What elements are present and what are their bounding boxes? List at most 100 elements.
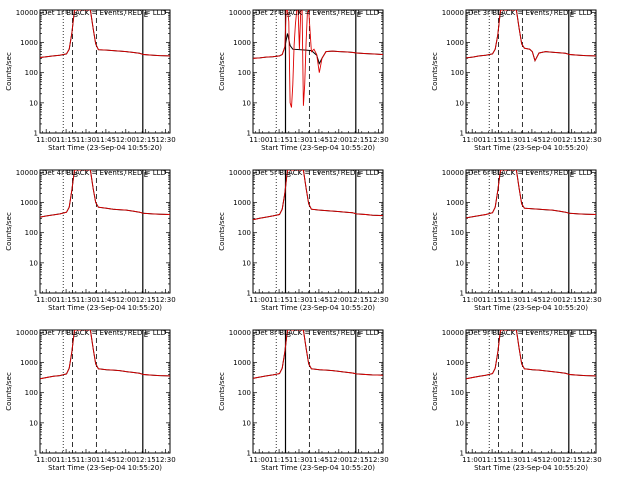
x-tick-label: 12:30 [581,296,601,304]
y-tick-label: 10000 [229,9,251,17]
y-tick-label: 10 [242,259,251,267]
time-marker-label: S [500,171,505,179]
y-tick-label: 1 [247,450,251,458]
detector-panel: 1 10 100 1000 10000 11:00 11:15 11:30 11:45 12:00… [431,169,602,312]
y-tick-label: 10 [29,99,38,107]
events-series-line [253,33,383,65]
y-tick-label: 10 [455,99,464,107]
lld-series-line [466,330,596,380]
x-tick-label: 11:15 [56,456,76,464]
y-tick-label: 1 [460,450,464,458]
panel-title: Det 9r BLACK = Events, RED = LLD [468,329,592,337]
x-tick-label: 12:00 [329,456,349,464]
events-series-line [466,330,596,380]
y-tick-label: 1000 [233,39,251,47]
y-tick-label: 10000 [229,329,251,337]
time-marker-label: S [287,171,292,179]
y-tick-label: 100 [451,229,464,237]
time-marker-label: E [357,171,361,179]
y-tick-label: 1000 [446,199,464,207]
y-tick-label: 100 [451,389,464,397]
x-tick-label: 12:15 [562,296,582,304]
x-axis-label: Start Time (23-Sep-04 10:55:20) [474,144,588,152]
lld-series-line [40,10,170,58]
time-marker-label: S [74,331,79,339]
y-tick-label: 1 [247,130,251,138]
y-tick-label: 10 [455,419,464,427]
events-series-line [253,170,383,221]
x-tick-label: 11:15 [269,296,289,304]
x-tick-label: 11:00 [462,136,482,144]
x-tick-label: 11:45 [522,456,542,464]
lld-series-line [253,10,383,108]
y-tick-label: 10000 [442,9,464,17]
series-group [466,10,596,63]
y-axis-label: Counts/sec [5,212,13,251]
y-tick-label: 10000 [16,169,38,177]
x-tick-label: 12:30 [368,456,388,464]
x-axis-label: Start Time (23-Sep-04 10:55:20) [261,304,375,312]
x-tick-label: 12:00 [542,136,562,144]
x-tick-label: 11:15 [269,456,289,464]
x-tick-label: 12:30 [368,136,388,144]
y-tick-label: 1 [34,450,38,458]
y-tick-label: 1 [34,290,38,298]
x-tick-label: 11:45 [309,136,329,144]
y-tick-label: 1000 [20,199,38,207]
detector-panel: 1 10 100 1000 10000 11:00 11:15 11:30 11:45 12:00… [218,169,389,312]
panel-title: Det 6r BLACK = Events, RED = LLD [468,169,592,177]
y-tick-label: 10 [29,259,38,267]
lld-series-line [466,10,596,62]
x-tick-label: 11:15 [482,136,502,144]
time-marker-label: E [357,11,361,19]
x-tick-label: 11:45 [96,456,116,464]
y-tick-label: 100 [25,229,38,237]
y-tick-label: 10 [242,99,251,107]
y-tick-label: 10000 [16,329,38,337]
x-tick-label: 12:15 [349,136,369,144]
x-tick-label: 11:00 [36,296,56,304]
y-tick-label: 1 [34,130,38,138]
x-tick-label: 12:00 [542,296,562,304]
x-tick-label: 11:45 [309,296,329,304]
x-tick-label: 11:00 [462,296,482,304]
panel-title: Det 2r BLACK = Events, RED = LLD [255,9,379,17]
y-tick-label: 10000 [442,169,464,177]
lld-series-line [253,330,383,379]
detector-panel: 1 10 100 1000 10000 11:00 11:15 11:30 11:45 12:00… [5,169,176,312]
time-marker-label: S [287,11,292,19]
events-series-line [40,330,170,380]
series-group [253,330,383,379]
time-marker-label: E [570,171,574,179]
y-tick-label: 10 [242,419,251,427]
y-tick-label: 1 [460,290,464,298]
x-tick-label: 12:15 [349,456,369,464]
x-tick-label: 11:30 [76,296,96,304]
y-tick-label: 10 [29,419,38,427]
time-marker-label: S [500,331,505,339]
x-tick-label: 11:15 [269,136,289,144]
y-axis-label: Counts/sec [431,372,439,411]
y-tick-label: 100 [25,389,38,397]
x-tick-label: 11:45 [309,456,329,464]
x-tick-label: 11:30 [76,456,96,464]
y-tick-label: 1 [247,290,251,298]
y-tick-label: 1000 [233,359,251,367]
plot-frame [252,329,384,454]
y-axis-label: Counts/sec [218,372,226,411]
x-tick-label: 12:30 [155,296,175,304]
x-tick-label: 11:15 [482,296,502,304]
panel-title: Det 5r BLACK = Events, RED = LLD [255,169,379,177]
y-tick-label: 10000 [442,329,464,337]
x-tick-label: 11:45 [522,296,542,304]
panel-title: Det 3r BLACK = Events, RED = LLD [468,9,592,17]
x-tick-label: 11:15 [482,456,502,464]
events-series-line [253,330,383,379]
y-tick-label: 1000 [446,359,464,367]
x-tick-label: 12:30 [155,456,175,464]
time-marker-label: E [570,331,574,339]
plot-frame [465,329,597,454]
y-tick-label: 1000 [20,359,38,367]
series-group [40,10,170,58]
x-tick-label: 11:30 [502,296,522,304]
